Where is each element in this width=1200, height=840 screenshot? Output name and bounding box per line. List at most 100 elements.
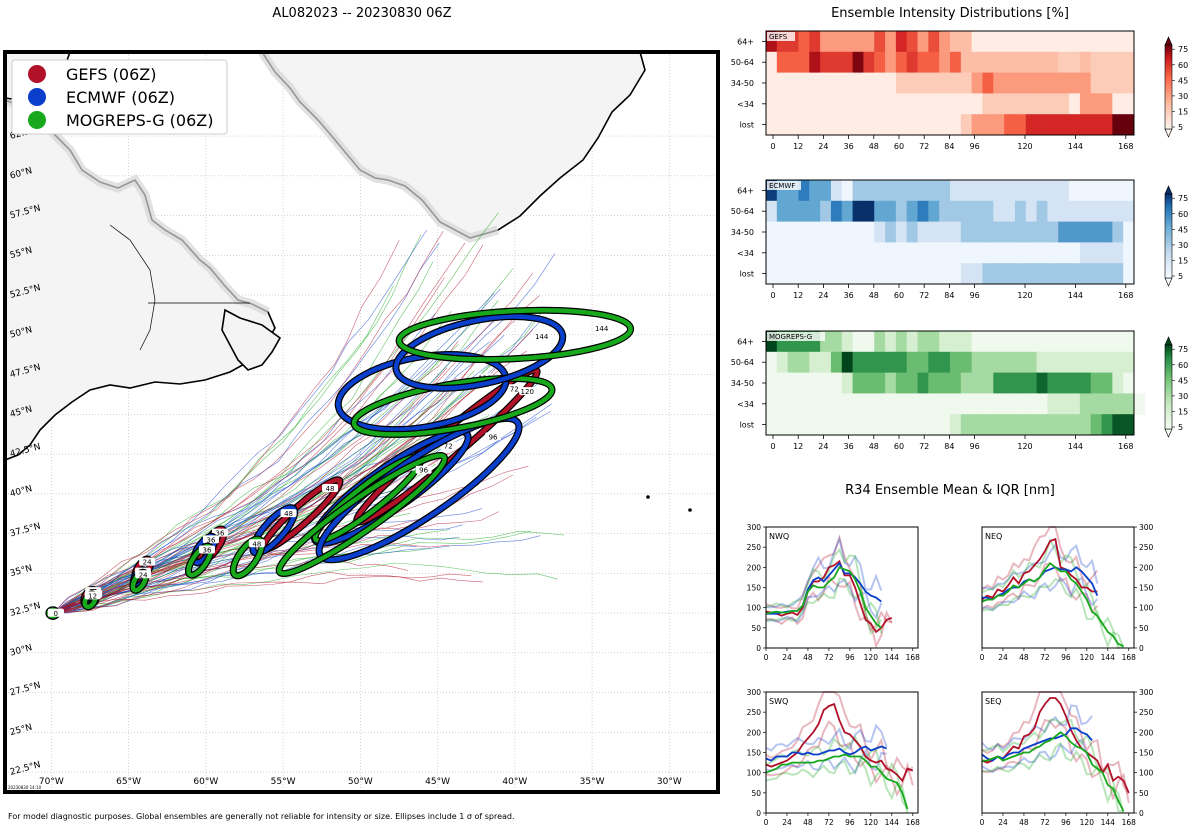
heatmap-cell [885,351,897,374]
heatmap-cell [906,200,919,223]
heatmap-cell [874,200,886,223]
heatmap-cell [852,351,864,374]
r34-panel-swq: SWQ 0 24 48 72 96 120 144 168 0 50 100 150 200 250 300 [747,688,920,827]
heatmap-cell [820,51,832,74]
heatmap-cell [950,414,962,436]
heatmap-cell [820,414,832,436]
heatmap-x-tick-label: 120 [1017,442,1032,451]
heatmap-cell [1036,114,1048,136]
heatmap-cell [928,31,940,53]
r34-panel-name: SWQ [769,697,788,706]
heatmap-cell [1014,51,1027,74]
r34-y-tick-label: 150 [1139,584,1154,593]
heatmap-cell [766,180,778,202]
heatmap-cell [1101,351,1113,374]
heatmap-cell [1079,51,1092,74]
ellipse-hour-label-bg [202,535,219,544]
r34-y-tick-label: 100 [747,769,762,778]
heatmap-cell [820,331,832,353]
r34-x-tick-label: 120 [1080,653,1095,662]
heatmap-cell [841,200,854,223]
heatmap-cell [1101,180,1113,202]
heatmap-cell [950,221,962,243]
heatmap-row-label: 64+ [737,337,754,346]
r34-x-tick-label: 24 [782,653,792,662]
heatmap-cell [841,242,854,264]
heatmap-cell [917,372,929,394]
heatmap-cell [787,351,799,374]
heatmap-cell [863,263,875,285]
heatmap-cell [863,393,875,415]
heatmap-cell [1079,351,1092,374]
heatmap-cell [809,414,821,436]
r34-panel-name: NWQ [769,532,789,541]
ellipse-hour-label-bg [84,591,101,600]
r34-iqr-line-mogreps [981,741,1125,814]
heatmap-cell [917,31,929,53]
heatmap-cell [906,31,919,53]
ensemble-track-mogreps [52,529,451,614]
r34-y-tick-label: 50 [751,789,761,798]
ellipse-hour-label: 48 [284,510,293,518]
heatmap-cell [1123,393,1135,415]
r34-y-tick-label: 100 [747,604,762,613]
heatmap-x-tick-label: 96 [970,442,980,451]
heatmap-cell [993,31,1005,53]
heatmap-cell [1123,242,1135,264]
colorbar-arrow-bottom [1164,277,1173,287]
colorbar-tick-label: 5 [1178,272,1183,281]
ensemble-track-ecmwf [52,313,436,614]
heatmap-cell [928,200,940,223]
heatmap-cell [960,93,973,115]
heatmap-cell [1123,31,1135,53]
heatmap-cell [830,180,843,202]
heatmap-mogreps-g: 64+ 50-64 34-50 <34 lost MOGREPS-G 0 12 24 36 48 60… [731,330,1188,451]
heatmap-cell [1101,414,1113,436]
r34-y-tick-label: 200 [1139,563,1154,572]
lon-tick-label: 70°W [39,777,64,787]
heatmap-cell [939,242,951,264]
heatmap-cell [830,242,843,264]
heatmap-x-tick-label: 60 [894,142,904,151]
r34-y-tick-label: 100 [1139,604,1154,613]
heatmap-cell [863,72,875,94]
heatmap-cell [863,93,875,115]
heatmap-cell [1014,393,1027,415]
r34-y-tick-label: 300 [1139,523,1154,532]
ensemble-track-mogreps [52,285,394,614]
heatmap-cell [820,393,832,415]
heatmap-cell [939,414,951,436]
heatmap-cell [766,393,778,415]
heatmap-cell [1004,331,1016,353]
r34-y-tick-label: 0 [756,809,761,818]
heatmap-cell [1004,351,1016,374]
heatmap-x-tick-label: 0 [770,142,775,151]
ensemble-track-ecmwf [52,292,495,614]
land-labrador-canada [5,95,276,461]
heatmap-cell [863,372,875,394]
ensemble-track-gefs [52,242,466,614]
ellipse-hour-label-bg [248,539,265,548]
heatmap-cell [820,93,832,115]
heatmap-cell [776,221,789,243]
heatmap-cell [928,331,940,353]
heatmap-cell [1090,72,1103,94]
ellipse-hour-label: 0 [54,610,58,618]
heatmap-x-tick-label: 48 [869,291,879,300]
heatmap-cell [960,180,973,202]
heatmap-cell [885,200,897,223]
heatmap-cell [863,242,875,264]
heatmap-cell [787,393,799,415]
island-azores-2 [688,508,692,512]
colorbar-tick-label: 45 [1178,225,1188,234]
heatmap-cell [830,72,843,94]
heatmap-cell [1036,93,1048,115]
heatmap-cell [852,372,864,394]
heatmap-cell [1101,93,1113,115]
r34-panel-bg [766,527,918,648]
heatmap-cell [1047,351,1059,374]
heatmap-cell [895,372,908,394]
r34-panel-bg [766,692,918,813]
heatmap-cell [960,351,973,374]
